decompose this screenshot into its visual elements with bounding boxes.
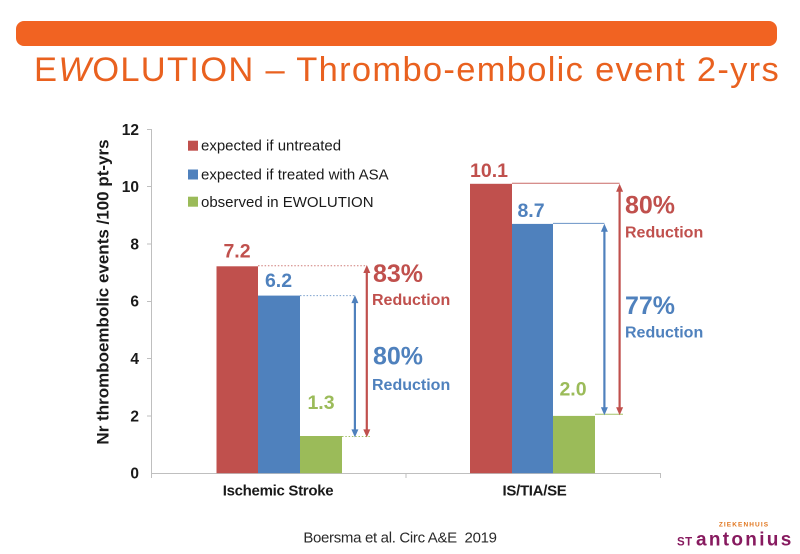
- svg-text:77%: 77%: [625, 292, 675, 320]
- svg-text:Ischemic Stroke: Ischemic Stroke: [223, 483, 334, 500]
- svg-text:12: 12: [122, 122, 139, 139]
- svg-text:8.7: 8.7: [517, 200, 544, 222]
- svg-text:ST: ST: [677, 537, 693, 549]
- svg-text:EWOLUTION – Thrombo-embolic ev: EWOLUTION – Thrombo-embolic event 2-yrs: [34, 51, 780, 89]
- svg-text:Reduction: Reduction: [625, 225, 703, 242]
- svg-text:ZIEKENHUIS: ZIEKENHUIS: [719, 522, 769, 529]
- svg-text:6: 6: [130, 294, 139, 311]
- svg-text:6.2: 6.2: [265, 270, 292, 292]
- svg-text:10: 10: [122, 179, 139, 196]
- svg-text:80%: 80%: [373, 343, 423, 371]
- svg-text:7.2: 7.2: [223, 240, 250, 262]
- svg-text:80%: 80%: [625, 192, 675, 220]
- svg-text:Nr thromboembolic events /100: Nr thromboembolic events /100 pt-yrs: [94, 139, 113, 444]
- svg-text:expected if treated with ASA: expected if treated with ASA: [201, 167, 389, 184]
- svg-text:10.1: 10.1: [470, 160, 508, 182]
- svg-text:0: 0: [130, 466, 139, 483]
- svg-text:IS/TIA/SE: IS/TIA/SE: [503, 483, 567, 500]
- svg-text:2.0: 2.0: [559, 378, 586, 400]
- svg-text:4: 4: [130, 351, 139, 368]
- svg-text:observed in EWOLUTION: observed in EWOLUTION: [201, 194, 374, 211]
- svg-text:Reduction: Reduction: [372, 377, 450, 394]
- svg-text:antonius: antonius: [696, 530, 794, 551]
- svg-text:8: 8: [130, 236, 139, 253]
- svg-text:Reduction: Reduction: [372, 292, 450, 309]
- svg-text:83%: 83%: [373, 260, 423, 288]
- svg-text:Boersma et al. Circ A&E 2019: Boersma et al. Circ A&E 2019: [303, 530, 496, 547]
- svg-text:expected if untreated: expected if untreated: [201, 138, 341, 155]
- svg-text:Reduction: Reduction: [625, 325, 703, 342]
- svg-text:1.3: 1.3: [307, 392, 334, 414]
- svg-text:2: 2: [130, 408, 139, 425]
